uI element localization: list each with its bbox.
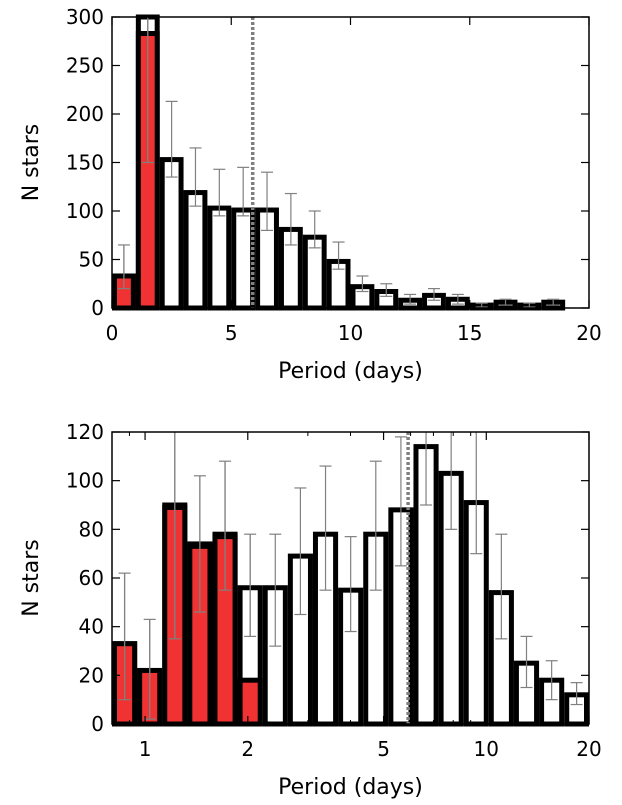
x-tick-label: 15	[457, 321, 482, 345]
y-tick-label: 50	[79, 248, 104, 272]
histogram-bar	[210, 208, 229, 308]
y-tick-label: 100	[66, 199, 104, 223]
y-tick-label: 100	[66, 469, 104, 493]
y-tick-label: 60	[79, 566, 104, 590]
y-tick-label: 150	[66, 151, 104, 175]
chart-panel-2: 0 20 40 60 80 100 120 1 2 5 10 20 Period (days) N sta…	[19, 420, 602, 800]
x-tick-label: 5	[225, 321, 238, 345]
histogram-bar	[234, 210, 253, 308]
y-tick-label: 0	[91, 296, 104, 320]
x-axis-label: Period (days)	[278, 359, 423, 384]
histogram-bar	[162, 160, 181, 308]
x-tick-label: 5	[377, 737, 390, 761]
highlight-bar	[240, 680, 260, 724]
y-tick-label: 40	[79, 615, 104, 639]
y-tick-label: 20	[79, 663, 104, 687]
x-tick-label: 1	[139, 737, 152, 761]
histogram-bar	[186, 193, 205, 308]
y-tick-label: 200	[66, 102, 104, 126]
x-tick-label: 10	[474, 737, 499, 761]
x-tick-label: 10	[338, 321, 363, 345]
x-tick-label: 20	[576, 737, 601, 761]
y-tick-label: 300	[66, 5, 104, 29]
y-axis-label: N stars	[19, 539, 44, 617]
highlight-bars	[115, 33, 158, 308]
x-axis-label: Period (days)	[278, 775, 423, 800]
y-tick-label: 80	[79, 517, 104, 541]
x-tick-label: 2	[241, 737, 254, 761]
x-tick-label: 0	[106, 321, 119, 345]
y-tick-label: 250	[66, 54, 104, 78]
x-tick-label: 20	[576, 321, 601, 345]
plot-frame	[112, 17, 589, 308]
y-tick-label: 120	[66, 420, 104, 444]
y-tick-label: 0	[91, 712, 104, 736]
chart-panel-1: 0 50 100 150 200 250 300 0 5 10 15 20 Period (days) N…	[19, 5, 602, 384]
y-axis-label: N stars	[19, 124, 44, 202]
